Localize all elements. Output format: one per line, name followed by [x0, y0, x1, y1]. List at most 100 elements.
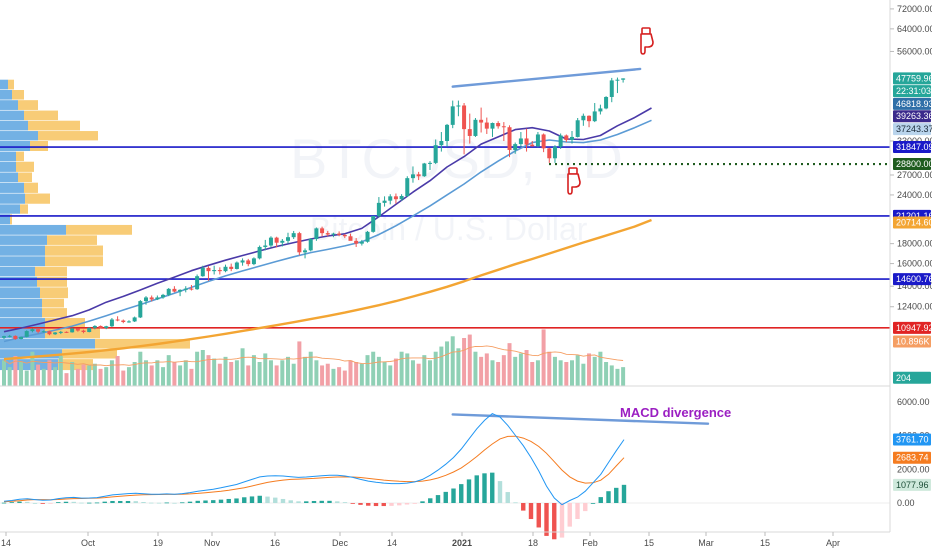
pointing-hand-icon [640, 27, 654, 55]
vp-down-bar [37, 276, 67, 287]
vp-down-bar [18, 100, 38, 110]
volume-bar [36, 364, 41, 386]
volume-bar [564, 362, 569, 386]
candle-body [206, 267, 211, 272]
macd-histogram-bar [575, 503, 580, 520]
candle-body [428, 162, 432, 164]
price-tag: 22:31:03 [893, 85, 931, 98]
candle-body [359, 241, 364, 244]
volume-bar [609, 365, 614, 386]
candle-body [354, 240, 359, 244]
candle-body [24, 331, 29, 337]
price-tag: 14600.76 [893, 273, 932, 286]
horizontal-levels[interactable] [0, 146, 890, 329]
vp-down-bar [66, 224, 132, 235]
candles[interactable] [2, 77, 626, 340]
volume-bar [149, 365, 154, 386]
macd-histogram-bar [335, 501, 340, 504]
volume-bar [530, 362, 535, 386]
price-tag-bg [893, 335, 931, 348]
candle-body [308, 238, 313, 251]
candle-body [501, 126, 506, 128]
candle-body [621, 78, 626, 80]
vp-down-bar [62, 349, 117, 359]
volume-bar [234, 360, 239, 386]
macd-histogram-bar [389, 503, 394, 506]
macd-histogram-bar [87, 502, 92, 504]
macd-histogram-bar [40, 503, 45, 504]
price-tag: 20714.60 [893, 216, 932, 229]
volume-bar [354, 362, 359, 386]
price-tag-bg [893, 321, 931, 334]
candle-body [570, 136, 574, 140]
candle-body [178, 289, 183, 292]
macd-histogram-bar [513, 502, 518, 504]
candle-body [41, 331, 46, 333]
price-tag-label: 28800.00 [896, 159, 932, 169]
price-tag: 10.896K [893, 335, 931, 348]
volume-bar [132, 362, 137, 386]
volume-bar [47, 360, 52, 386]
volume-bar [155, 360, 160, 386]
macd-tick-label: 2000.00 [897, 464, 930, 474]
macd-histogram-bar [428, 498, 433, 504]
time-tick-label: Dec [332, 538, 349, 548]
volume-bar [144, 360, 148, 386]
candle-body [53, 332, 58, 335]
candle-body [64, 331, 69, 333]
price-tag-bg [893, 451, 931, 464]
price-tag-bg [893, 141, 931, 154]
candle-body [490, 123, 495, 129]
hand-palm [640, 33, 654, 55]
macd-tag: 2683.74 [893, 451, 931, 464]
vp-up-bar [0, 245, 45, 256]
candle-body [7, 335, 12, 337]
vp-up-bar [0, 359, 58, 371]
price-tick-label: 27000.00 [897, 170, 932, 180]
volume-bar [172, 362, 177, 386]
candle-body [331, 233, 336, 235]
vp-down-bar [42, 308, 67, 318]
candle-body [286, 237, 290, 241]
volume-bar [405, 353, 410, 386]
price-tags: 47759.96 22:31:03 46818.93 39263.36 37243.37… [893, 72, 932, 491]
macd-histogram-bar [203, 500, 208, 504]
volume-bar [24, 370, 29, 386]
annotations[interactable] [451, 67, 710, 425]
vp-down-bar [28, 120, 80, 131]
price-divergence-line [451, 67, 642, 88]
macd-histogram-bar [373, 503, 379, 507]
volume-bar [575, 355, 580, 386]
price-tag-label: 47759.96 [896, 73, 932, 83]
vp-down-bar [16, 161, 34, 172]
hand-icons[interactable] [567, 27, 654, 195]
price-tag-bg [893, 123, 931, 136]
candle-body [558, 135, 563, 147]
vp-down-bar [45, 256, 103, 267]
candle-body [337, 233, 342, 235]
vp-up-bar [0, 224, 66, 235]
candle-body [189, 288, 194, 290]
vp-up-bar [0, 266, 35, 277]
macd-divergence-line [451, 413, 710, 425]
macd-histogram-bar [218, 499, 224, 504]
macd-histogram-bar [56, 502, 61, 504]
volume-bar [587, 353, 592, 386]
macd-histogram-bar [598, 497, 603, 504]
candle-body [507, 127, 512, 150]
volume-bar [524, 350, 529, 386]
hand-palm [567, 173, 581, 195]
price-tag-label: 1077.96 [896, 480, 929, 490]
candle-body [518, 138, 523, 145]
vp-up-bar [0, 131, 38, 141]
volume-ma-line [3, 345, 624, 367]
price-tag-label: 46818.93 [896, 99, 932, 109]
volume-bar [41, 368, 46, 386]
volume-bar [92, 363, 97, 386]
vp-up-bar [0, 318, 45, 328]
volume-bar [496, 362, 501, 386]
volume-bar [348, 360, 353, 386]
price-tag-label: 14600.76 [896, 274, 932, 284]
